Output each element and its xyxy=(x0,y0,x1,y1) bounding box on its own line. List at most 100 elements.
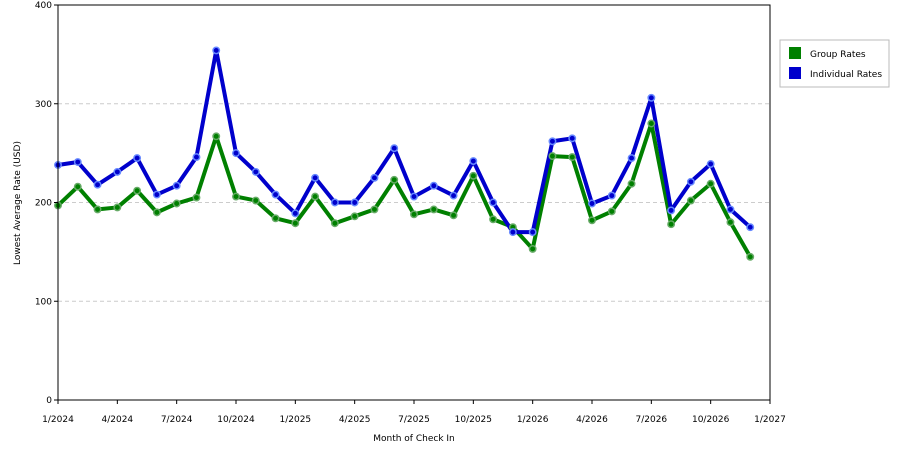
x-tick-label: 7/2025 xyxy=(398,415,430,425)
data-point-individual-rates xyxy=(588,199,596,208)
data-point-group-rates xyxy=(133,186,142,195)
x-axis-label: Month of Check In xyxy=(373,434,455,444)
x-axis-ticks: 1/2024 4/2024 7/2024 10/2024 1/2025 4/2025 7/2… xyxy=(42,400,786,425)
data-point-individual-rates xyxy=(410,192,418,201)
data-point-group-rates xyxy=(271,214,280,223)
data-point-individual-rates xyxy=(172,181,181,190)
y-tick-label: 200 xyxy=(35,199,52,209)
data-point-individual-rates xyxy=(251,167,260,176)
legend: Group Rates Individual Rates xyxy=(779,39,890,88)
data-point-group-rates xyxy=(370,205,379,214)
legend-swatch-group-rates xyxy=(789,47,801,59)
x-tick-label: 1/2026 xyxy=(517,415,549,425)
x-tick-label: 7/2026 xyxy=(635,415,667,425)
data-point-group-rates xyxy=(568,153,577,162)
data-point-group-rates xyxy=(93,205,102,214)
data-point-group-rates xyxy=(330,219,339,228)
data-point-individual-rates xyxy=(686,177,695,186)
data-point-individual-rates xyxy=(291,209,300,218)
data-point-group-rates xyxy=(607,207,616,216)
legend-swatch-individual-rates xyxy=(789,67,801,79)
y-axis-label: Lowest Average Rate (USD) xyxy=(13,141,23,265)
legend-label-individual-rates: Individual Rates xyxy=(810,70,882,80)
gridlines xyxy=(58,103,770,302)
data-point-individual-rates xyxy=(93,180,102,189)
y-tick-label: 400 xyxy=(35,1,52,11)
data-point-individual-rates xyxy=(489,198,498,207)
data-point-group-rates xyxy=(429,205,438,214)
y-axis-ticks: 0 100 200 300 400 xyxy=(35,1,58,406)
data-point-group-rates xyxy=(212,132,221,141)
data-point-group-rates xyxy=(469,171,478,180)
y-tick-label: 100 xyxy=(35,297,52,307)
data-point-group-rates xyxy=(410,210,418,219)
x-tick-label: 10/2026 xyxy=(692,415,730,425)
data-point-group-rates xyxy=(726,218,735,227)
data-point-individual-rates xyxy=(647,93,656,102)
data-point-group-rates xyxy=(350,212,359,221)
data-point-group-rates xyxy=(746,252,755,261)
data-point-individual-rates xyxy=(568,134,577,143)
data-point-individual-rates xyxy=(73,158,82,166)
series-lines xyxy=(56,48,752,258)
series-points xyxy=(54,46,755,261)
data-point-group-rates xyxy=(588,216,596,225)
data-point-individual-rates xyxy=(350,198,359,207)
y-tick-label: 0 xyxy=(46,396,52,406)
data-point-individual-rates xyxy=(311,173,320,182)
data-point-group-rates xyxy=(311,192,320,201)
data-point-group-rates xyxy=(686,196,695,205)
data-point-group-rates xyxy=(647,119,656,128)
data-point-individual-rates xyxy=(726,205,735,214)
data-point-group-rates xyxy=(390,175,399,184)
data-point-individual-rates xyxy=(192,153,201,162)
data-point-group-rates xyxy=(489,215,498,224)
data-point-group-rates xyxy=(528,244,537,253)
data-point-group-rates xyxy=(113,203,122,212)
data-point-group-rates xyxy=(152,208,161,217)
data-point-individual-rates xyxy=(449,191,458,200)
data-point-individual-rates xyxy=(706,160,715,168)
data-point-individual-rates xyxy=(133,154,142,163)
x-tick-label: 1/2024 xyxy=(42,415,74,425)
data-point-individual-rates xyxy=(113,167,122,176)
x-tick-label: 4/2026 xyxy=(576,415,608,425)
data-point-group-rates xyxy=(251,196,260,205)
data-point-group-rates xyxy=(627,179,636,188)
x-tick-label: 4/2025 xyxy=(339,415,371,425)
data-point-individual-rates xyxy=(548,137,557,146)
data-point-group-rates xyxy=(73,182,82,191)
series-line-group-rates xyxy=(56,121,752,258)
data-point-individual-rates xyxy=(746,223,755,232)
data-point-group-rates xyxy=(449,211,458,220)
data-point-individual-rates xyxy=(469,157,478,165)
data-point-individual-rates xyxy=(627,154,636,163)
data-point-individual-rates xyxy=(667,206,676,215)
data-point-group-rates xyxy=(291,219,300,228)
x-tick-label: 1/2025 xyxy=(279,415,311,425)
x-tick-label: 4/2024 xyxy=(101,415,133,425)
data-point-individual-rates xyxy=(607,191,616,200)
y-tick-label: 300 xyxy=(35,100,52,110)
x-tick-label: 10/2024 xyxy=(217,415,255,425)
data-point-individual-rates xyxy=(390,144,399,153)
data-point-group-rates xyxy=(172,199,181,208)
x-tick-label: 7/2024 xyxy=(161,415,193,425)
data-point-individual-rates xyxy=(232,149,240,158)
data-point-individual-rates xyxy=(528,228,537,237)
data-point-group-rates xyxy=(667,220,676,229)
data-point-group-rates xyxy=(232,192,240,201)
data-point-individual-rates xyxy=(152,190,161,199)
legend-label-group-rates: Group Rates xyxy=(810,50,866,60)
data-point-individual-rates xyxy=(212,46,221,55)
data-point-individual-rates xyxy=(271,190,280,199)
data-point-individual-rates xyxy=(330,198,339,207)
data-point-group-rates xyxy=(548,152,557,161)
x-tick-label: 10/2025 xyxy=(455,415,492,425)
data-point-individual-rates xyxy=(429,181,438,190)
data-point-individual-rates xyxy=(370,173,379,182)
data-point-individual-rates xyxy=(508,228,517,237)
data-point-group-rates xyxy=(706,179,715,188)
data-point-group-rates xyxy=(192,193,201,202)
